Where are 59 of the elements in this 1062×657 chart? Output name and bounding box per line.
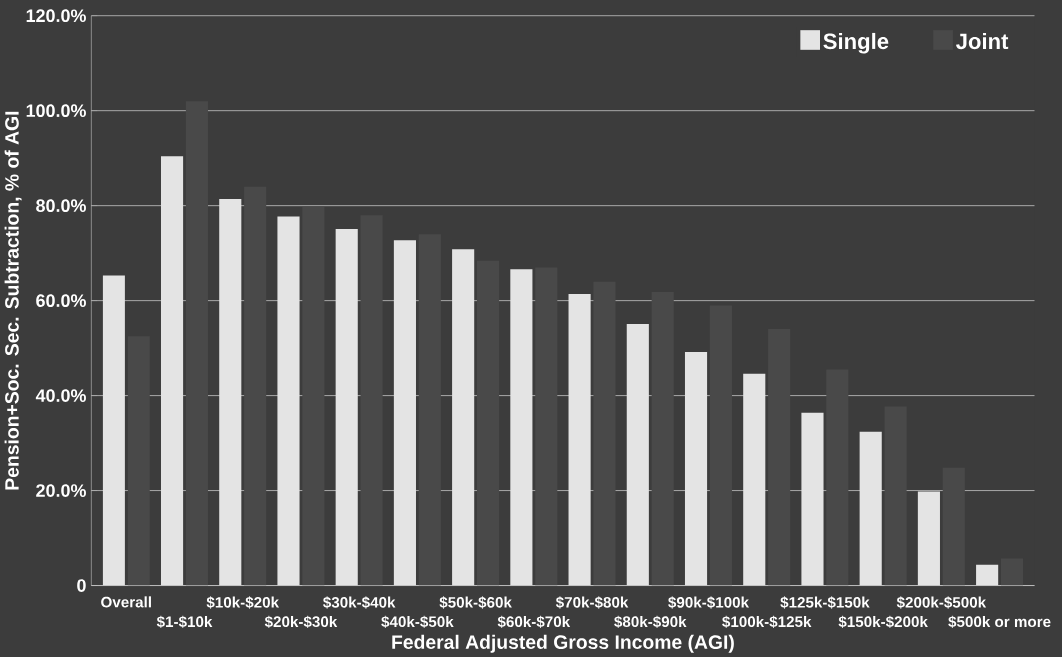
x-tick-label: $60k-$70k [497, 615, 571, 628]
x-tick-label: $1-$10k [156, 615, 213, 628]
x-tick-label: $40k-$50k [381, 615, 454, 628]
x-tick-label: $30k-$40k [323, 596, 396, 609]
bar [160, 156, 184, 586]
bar [452, 249, 475, 586]
bar [826, 369, 849, 586]
x-tick-label: $70k-$80k [555, 596, 629, 609]
y-tick-label: 120.0% [26, 9, 86, 22]
bar [651, 291, 674, 586]
legend-label: Joint [956, 32, 1009, 49]
bar [277, 216, 300, 586]
bar [244, 186, 267, 586]
bar [102, 275, 125, 586]
bar [884, 406, 907, 586]
bar [535, 267, 558, 586]
x-tick-label: Overall [101, 596, 151, 608]
bar [568, 293, 591, 586]
bar [593, 281, 616, 586]
bar [976, 564, 999, 586]
x-tick-label: $500k or more [948, 615, 1051, 628]
x-axis-title: Federal Adjusted Gross Income (AGI) [392, 634, 734, 653]
y-tick-label: 100.0% [26, 104, 86, 117]
bar [942, 467, 965, 586]
bar [801, 412, 824, 586]
y-axis-title: Pension+Soc. Sec. Subtraction, % of AGI [4, 111, 22, 490]
x-tick-label: $20k-$30k [264, 615, 338, 628]
y-tick-label: 40.0% [35, 389, 86, 402]
bar [1000, 558, 1024, 586]
x-tick-label: $200k-$500k [896, 596, 987, 609]
bar [768, 328, 791, 586]
y-tick-label: 0 [77, 578, 86, 592]
bar [219, 198, 242, 586]
x-tick-label: $90k-$100k [668, 596, 750, 609]
bar [393, 240, 416, 586]
y-tick-label: 60.0% [36, 294, 86, 307]
x-tick-label: $100k-$125k [722, 615, 812, 628]
bar [418, 233, 441, 586]
bar [859, 431, 882, 586]
x-tick-label: $125k-$150k [780, 596, 870, 609]
x-tick-label: $50k-$60k [439, 596, 512, 609]
bar [743, 373, 766, 586]
bar [917, 491, 940, 586]
bar [185, 100, 208, 586]
y-tick-label: 80.0% [36, 199, 86, 212]
x-tick-label: $80k-$90k [614, 615, 687, 628]
bar [476, 260, 500, 586]
bar [360, 214, 383, 586]
bar [510, 269, 533, 586]
bar [302, 206, 325, 586]
y-tick-label: 20.0% [36, 484, 86, 497]
x-tick-label: $10k-$20k [206, 596, 280, 609]
bar [127, 336, 150, 586]
legend-label: Single [823, 32, 889, 54]
bar [335, 228, 358, 586]
bar [709, 305, 732, 586]
x-tick-label: $150k-$200k [838, 615, 928, 628]
bar [626, 323, 649, 586]
bar [684, 351, 708, 586]
